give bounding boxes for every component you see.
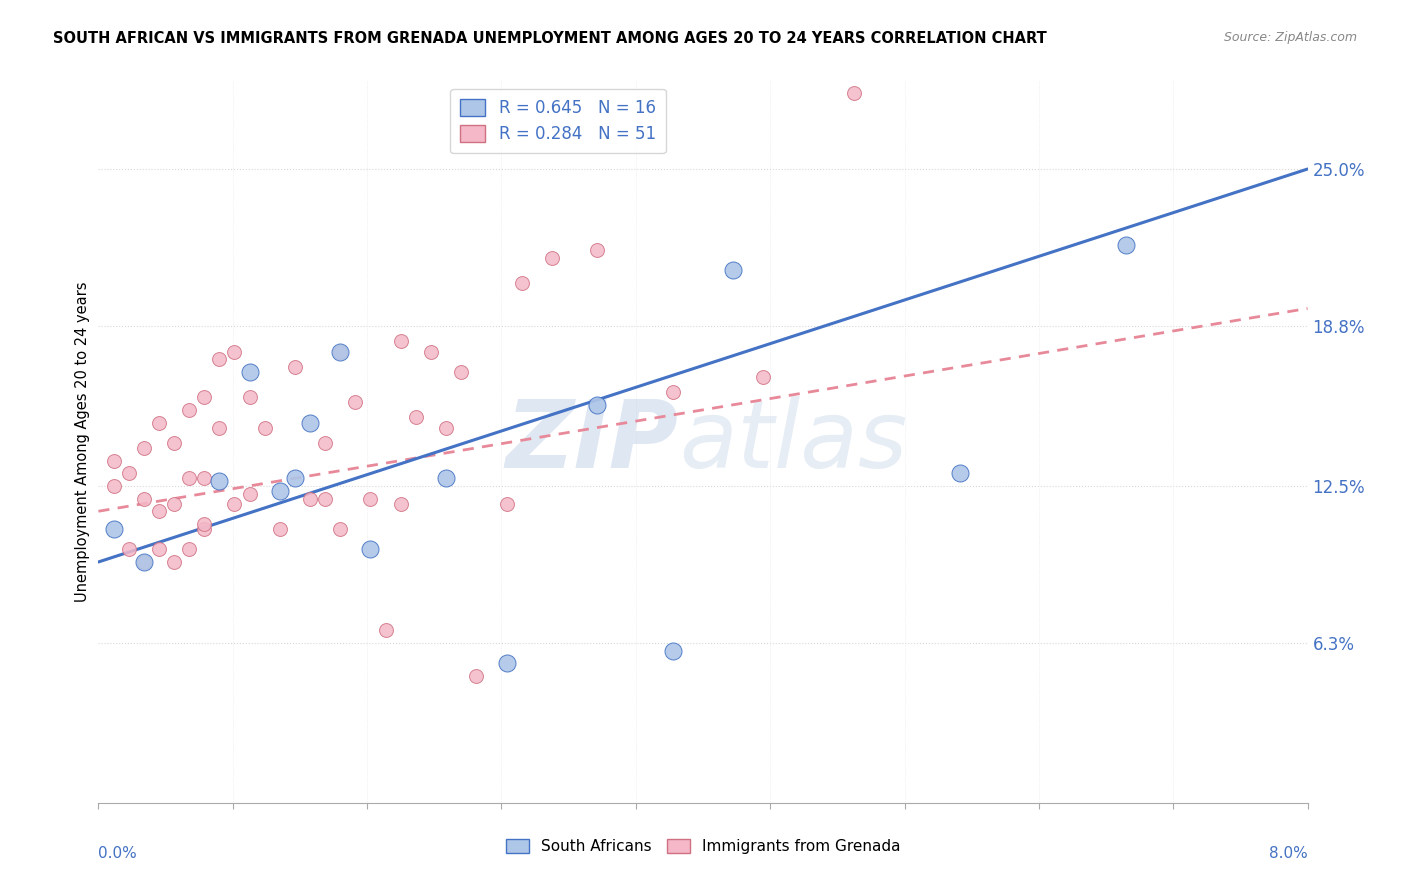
- Point: [118, 542, 141, 557]
- Text: 0.0%: 0.0%: [98, 847, 138, 861]
- Point: [389, 334, 412, 349]
- Point: [661, 643, 683, 657]
- Point: [374, 624, 396, 638]
- Point: [450, 365, 472, 379]
- Point: [299, 416, 322, 430]
- Point: [434, 471, 457, 485]
- Point: [224, 497, 246, 511]
- Point: [103, 522, 125, 536]
- Point: [495, 657, 517, 671]
- Point: [420, 344, 443, 359]
- Point: [405, 410, 427, 425]
- Point: [752, 370, 775, 384]
- Point: [163, 555, 186, 569]
- Point: [148, 416, 170, 430]
- Point: [661, 385, 683, 400]
- Point: [208, 474, 231, 488]
- Point: [253, 420, 276, 434]
- Point: [1115, 238, 1137, 252]
- Point: [586, 398, 609, 412]
- Point: [148, 542, 170, 557]
- Point: [329, 344, 352, 359]
- Point: [103, 453, 125, 467]
- Point: [179, 471, 201, 485]
- Point: [163, 497, 186, 511]
- Point: [284, 471, 307, 485]
- Point: [465, 669, 488, 683]
- Point: [495, 497, 517, 511]
- Point: [239, 365, 262, 379]
- Point: [193, 522, 215, 536]
- Point: [179, 402, 201, 417]
- Point: [299, 491, 322, 506]
- Point: [586, 243, 609, 257]
- Point: [239, 390, 262, 404]
- Point: [224, 344, 246, 359]
- Point: [179, 542, 201, 557]
- Point: [510, 276, 533, 290]
- Point: [132, 441, 155, 455]
- Point: [132, 491, 155, 506]
- Point: [314, 435, 336, 450]
- Point: [118, 467, 141, 481]
- Point: [208, 420, 231, 434]
- Point: [193, 471, 215, 485]
- Point: [540, 251, 562, 265]
- Point: [329, 344, 352, 359]
- Point: [132, 555, 155, 569]
- Point: [360, 491, 382, 506]
- Point: [389, 497, 412, 511]
- Text: SOUTH AFRICAN VS IMMIGRANTS FROM GRENADA UNEMPLOYMENT AMONG AGES 20 TO 24 YEARS : SOUTH AFRICAN VS IMMIGRANTS FROM GRENADA…: [53, 31, 1047, 46]
- Point: [949, 467, 972, 481]
- Y-axis label: Unemployment Among Ages 20 to 24 years: Unemployment Among Ages 20 to 24 years: [75, 281, 90, 602]
- Text: ZIP: ZIP: [506, 395, 679, 488]
- Point: [193, 516, 215, 531]
- Point: [844, 86, 866, 100]
- Point: [208, 352, 231, 367]
- Point: [329, 522, 352, 536]
- Point: [314, 491, 336, 506]
- Point: [344, 395, 367, 409]
- Point: [284, 359, 307, 374]
- Point: [269, 483, 291, 498]
- Point: [434, 420, 457, 434]
- Point: [360, 542, 382, 557]
- Legend: R = 0.645   N = 16, R = 0.284   N = 51: R = 0.645 N = 16, R = 0.284 N = 51: [450, 88, 665, 153]
- Text: 8.0%: 8.0%: [1268, 847, 1308, 861]
- Text: atlas: atlas: [679, 396, 907, 487]
- Point: [723, 263, 745, 277]
- Point: [239, 486, 262, 500]
- Point: [148, 504, 170, 518]
- Point: [193, 390, 215, 404]
- Point: [132, 555, 155, 569]
- Point: [103, 479, 125, 493]
- Point: [269, 522, 291, 536]
- Text: Source: ZipAtlas.com: Source: ZipAtlas.com: [1223, 31, 1357, 45]
- Point: [163, 435, 186, 450]
